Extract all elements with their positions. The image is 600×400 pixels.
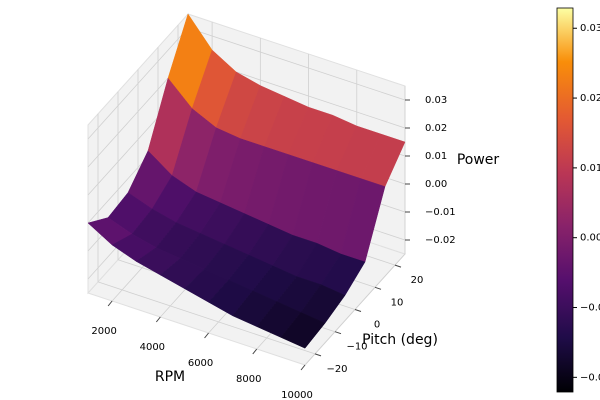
x-tick-label: 6000 (188, 358, 213, 369)
z-axis-label: Power (457, 152, 500, 168)
x-tick-label: 10000 (281, 390, 313, 400)
y-tick-label: 0 (374, 320, 380, 331)
y-axis-label: Pitch (deg) (362, 332, 438, 348)
z-tick-label: 0.01 (425, 151, 447, 162)
x-tick-label: 2000 (91, 326, 116, 337)
x-tick (300, 364, 306, 371)
y-tick (394, 264, 402, 268)
z-tick-label: 0.02 (425, 123, 447, 134)
colorbar-tick-label: 0.00 (580, 233, 600, 244)
y-tick-label: −20 (326, 364, 347, 375)
y-tick-label: 20 (411, 275, 424, 286)
y-tick (314, 353, 322, 357)
x-tick (107, 300, 113, 307)
y-tick-label: 10 (391, 297, 404, 308)
grid-line (187, 27, 406, 101)
z-tick-label: 0.00 (425, 179, 447, 190)
z-tick-label: 0.03 (425, 95, 447, 106)
colorbar-tick-label: 0.02 (580, 93, 600, 104)
grid-line (87, 27, 189, 140)
colorbar-tick-label: −0.01 (580, 303, 600, 314)
axes: 2000 4000 6000 8000 10000 −20 −10 0 10 20 −0.02 −0.… (91, 95, 455, 400)
x-tick-label: 4000 (140, 342, 165, 353)
grid-line (97, 281, 316, 355)
colorbar (556, 7, 574, 393)
x-tick (155, 316, 161, 323)
surface (87, 13, 406, 349)
y-tick-label: −10 (346, 342, 367, 353)
colorbar-tick-label: −0.02 (580, 372, 600, 383)
y-tick (334, 331, 342, 335)
surface-cell (280, 312, 326, 349)
x-axis-label: RPM (155, 369, 185, 385)
z-tick-label: −0.01 (425, 207, 456, 218)
x-tick-label: 8000 (236, 374, 261, 385)
z-tick-label: −0.02 (425, 235, 456, 246)
colorbar-tick-label: 0.03 (580, 23, 600, 34)
y-tick (374, 286, 382, 290)
x-tick (252, 348, 258, 355)
y-tick (354, 309, 362, 312)
colorbar-tick-label: 0.01 (580, 163, 600, 174)
x-tick (204, 332, 209, 339)
